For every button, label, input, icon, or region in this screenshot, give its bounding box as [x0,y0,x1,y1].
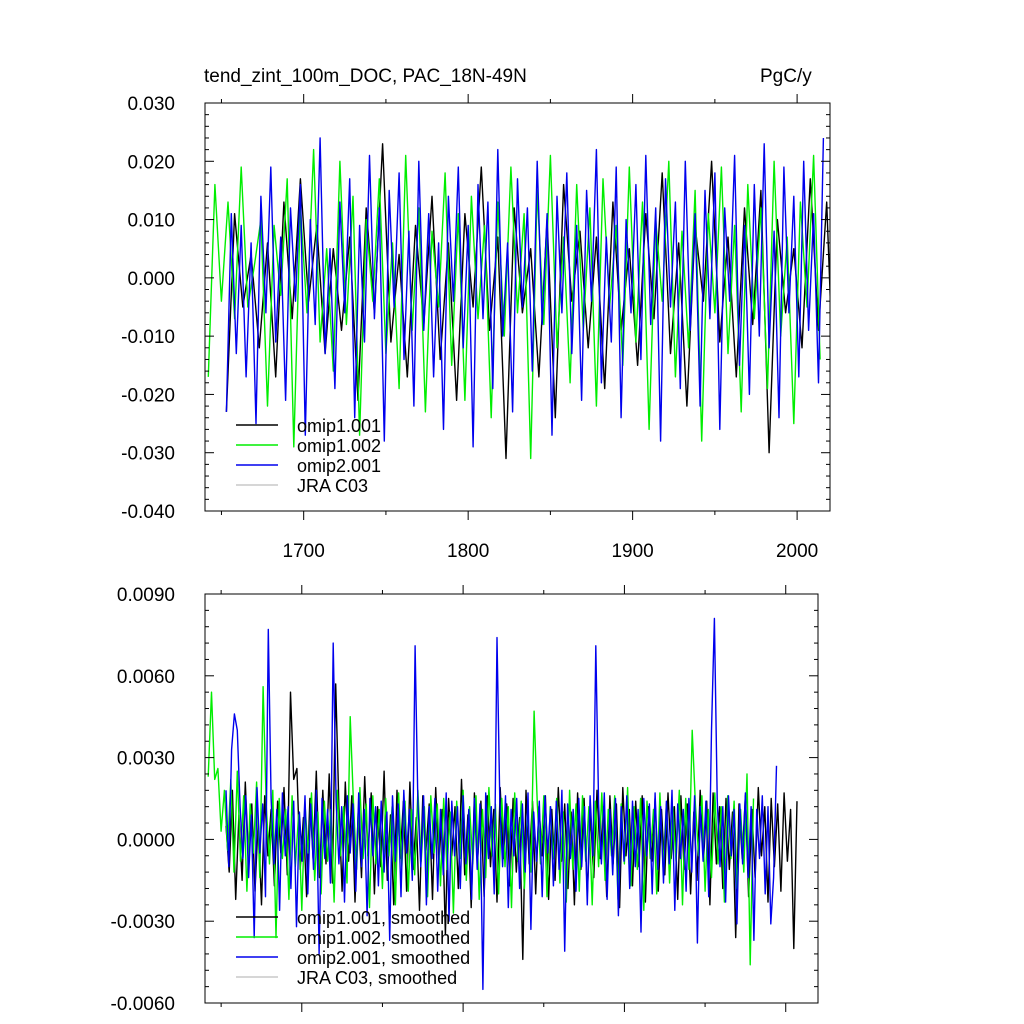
legend-label: omip2.001 [297,456,381,476]
legend-label: omip1.001, smoothed [297,908,470,928]
y-tick-label: 0.0000 [117,830,175,851]
top-panel-title: tend_zint_100m_DOC, PAC_18N-49N [204,66,527,87]
legend-label: omip2.001, smoothed [297,948,470,968]
y-tick-label: 0.030 [127,94,175,115]
plot-frame [204,593,819,1004]
y-tick-label: -0.0030 [111,912,175,933]
top-panel-units: PgC/y [760,66,812,87]
top-panel: -0.040 -0.030 -0.020 -0.010 0.000 0.010 0.020 0… [121,94,831,562]
x-tick-label: 1900 [611,541,653,562]
y-tick-label: -0.040 [121,502,175,523]
y-tick-label: -0.020 [121,385,175,406]
y-tick-label: 0.000 [127,269,175,290]
legend-label: JRA C03, smoothed [297,968,457,988]
legend-label: omip1.002 [297,436,381,456]
x-tick-label: 2000 [776,541,818,562]
series-line-3 [225,137,825,448]
series-line-1 [225,143,830,460]
plot-frame [204,102,831,512]
y-tick-label: 0.0060 [117,667,175,688]
y-tick-label: -0.030 [121,444,175,465]
y-tick-label: 0.020 [127,152,175,173]
series-line-3 [225,617,778,991]
y-tick-label: 0.0090 [117,585,175,606]
y-tick-label: -0.0060 [111,994,175,1015]
x-tick-label: 1700 [283,541,325,562]
x-tick-label: 1800 [447,541,489,562]
bottom-panel: -0.0060 -0.0030 0.0000 0.0030 0.0060 0.0090 om… [111,585,819,1015]
legend-label: JRA C03 [297,476,368,496]
y-tick-label: -0.010 [121,327,175,348]
y-tick-label: 0.010 [127,211,175,232]
legend-label: omip1.002, smoothed [297,928,470,948]
legend-label: omip1.001 [297,416,381,436]
y-tick-label: 0.0030 [117,749,175,770]
